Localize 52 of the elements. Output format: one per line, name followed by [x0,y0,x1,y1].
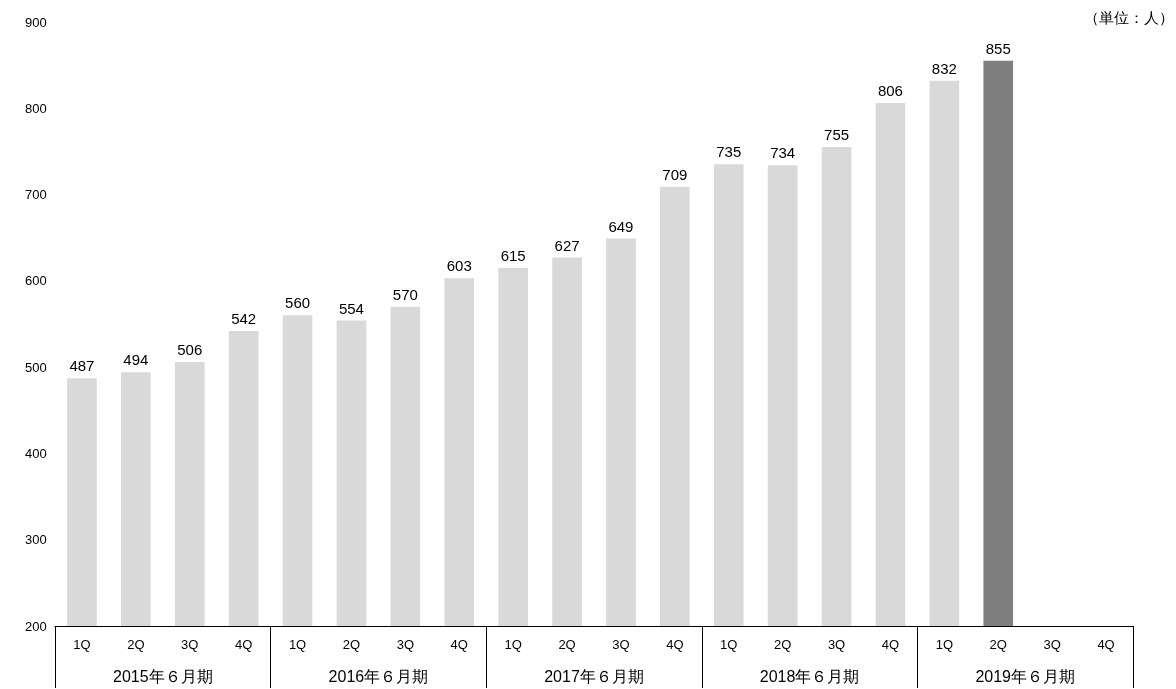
x-tick-label: 1Q [73,637,91,652]
x-tick-label: 2Q [127,637,145,652]
text: 2017年６月期 [544,667,644,685]
data-label: 506 [177,340,203,358]
data-label: 487 [69,357,95,375]
text: 2018年６月期 [759,667,860,685]
x-tick-label: 4Q [450,637,468,652]
x-tick-label: 3Q [181,637,199,652]
data-label: 734 [770,144,796,162]
data-label: 554 [338,299,364,317]
text: 2019年６月期 [975,667,1075,685]
x-tick-label: 1Q [288,637,307,652]
x-tick-label: 2Q [989,637,1007,652]
y-tick-label: 700 [25,187,47,203]
text: 2015年６月期 [113,667,213,685]
data-label: 570 [392,285,418,303]
x-tick-label: 3Q [827,637,846,652]
data-label: 755 [824,126,850,144]
data-label: 560 [285,294,311,312]
data-label: 806 [877,82,903,100]
x-tick-label: 3Q [1043,637,1061,652]
y-tick-label: 600 [25,273,47,289]
x-tick-label: 3Q [612,637,630,652]
data-label: 709 [662,165,688,183]
x-tick-label: 3Q [396,637,415,652]
data-label: 603 [446,257,472,275]
x-tick-label: 2Q [342,637,361,652]
x-tick-label: 4Q [1097,637,1115,652]
data-label: 735 [716,143,742,161]
y-tick-label: 900 [25,14,47,30]
x-tick-label: 1Q [504,637,522,652]
text: 2016年６月期 [328,667,429,685]
data-label: 494 [123,351,149,369]
y-tick-label: 200 [25,618,47,634]
y-tick-label: 400 [25,445,47,461]
data-label: 615 [500,246,526,264]
data-label: 832 [931,59,957,77]
y-tick-label: 500 [25,359,47,375]
annotation: （単位：人） [1084,9,1174,26]
data-label: 542 [231,309,257,327]
x-tick-label: 4Q [234,637,253,652]
y-tick-label: 800 [25,100,47,116]
x-tick-label: 2Q [773,637,792,652]
x-tick-label: 2Q [558,637,576,652]
x-tick-label: 4Q [881,637,900,652]
data-label: 627 [554,236,580,254]
x-tick-label: 4Q [666,637,684,652]
data-label: 855 [985,39,1011,57]
data-label: 649 [608,217,634,235]
x-tick-label: 1Q [935,637,954,652]
x-tick-label: 1Q [720,637,738,652]
y-tick-label: 300 [25,532,47,548]
